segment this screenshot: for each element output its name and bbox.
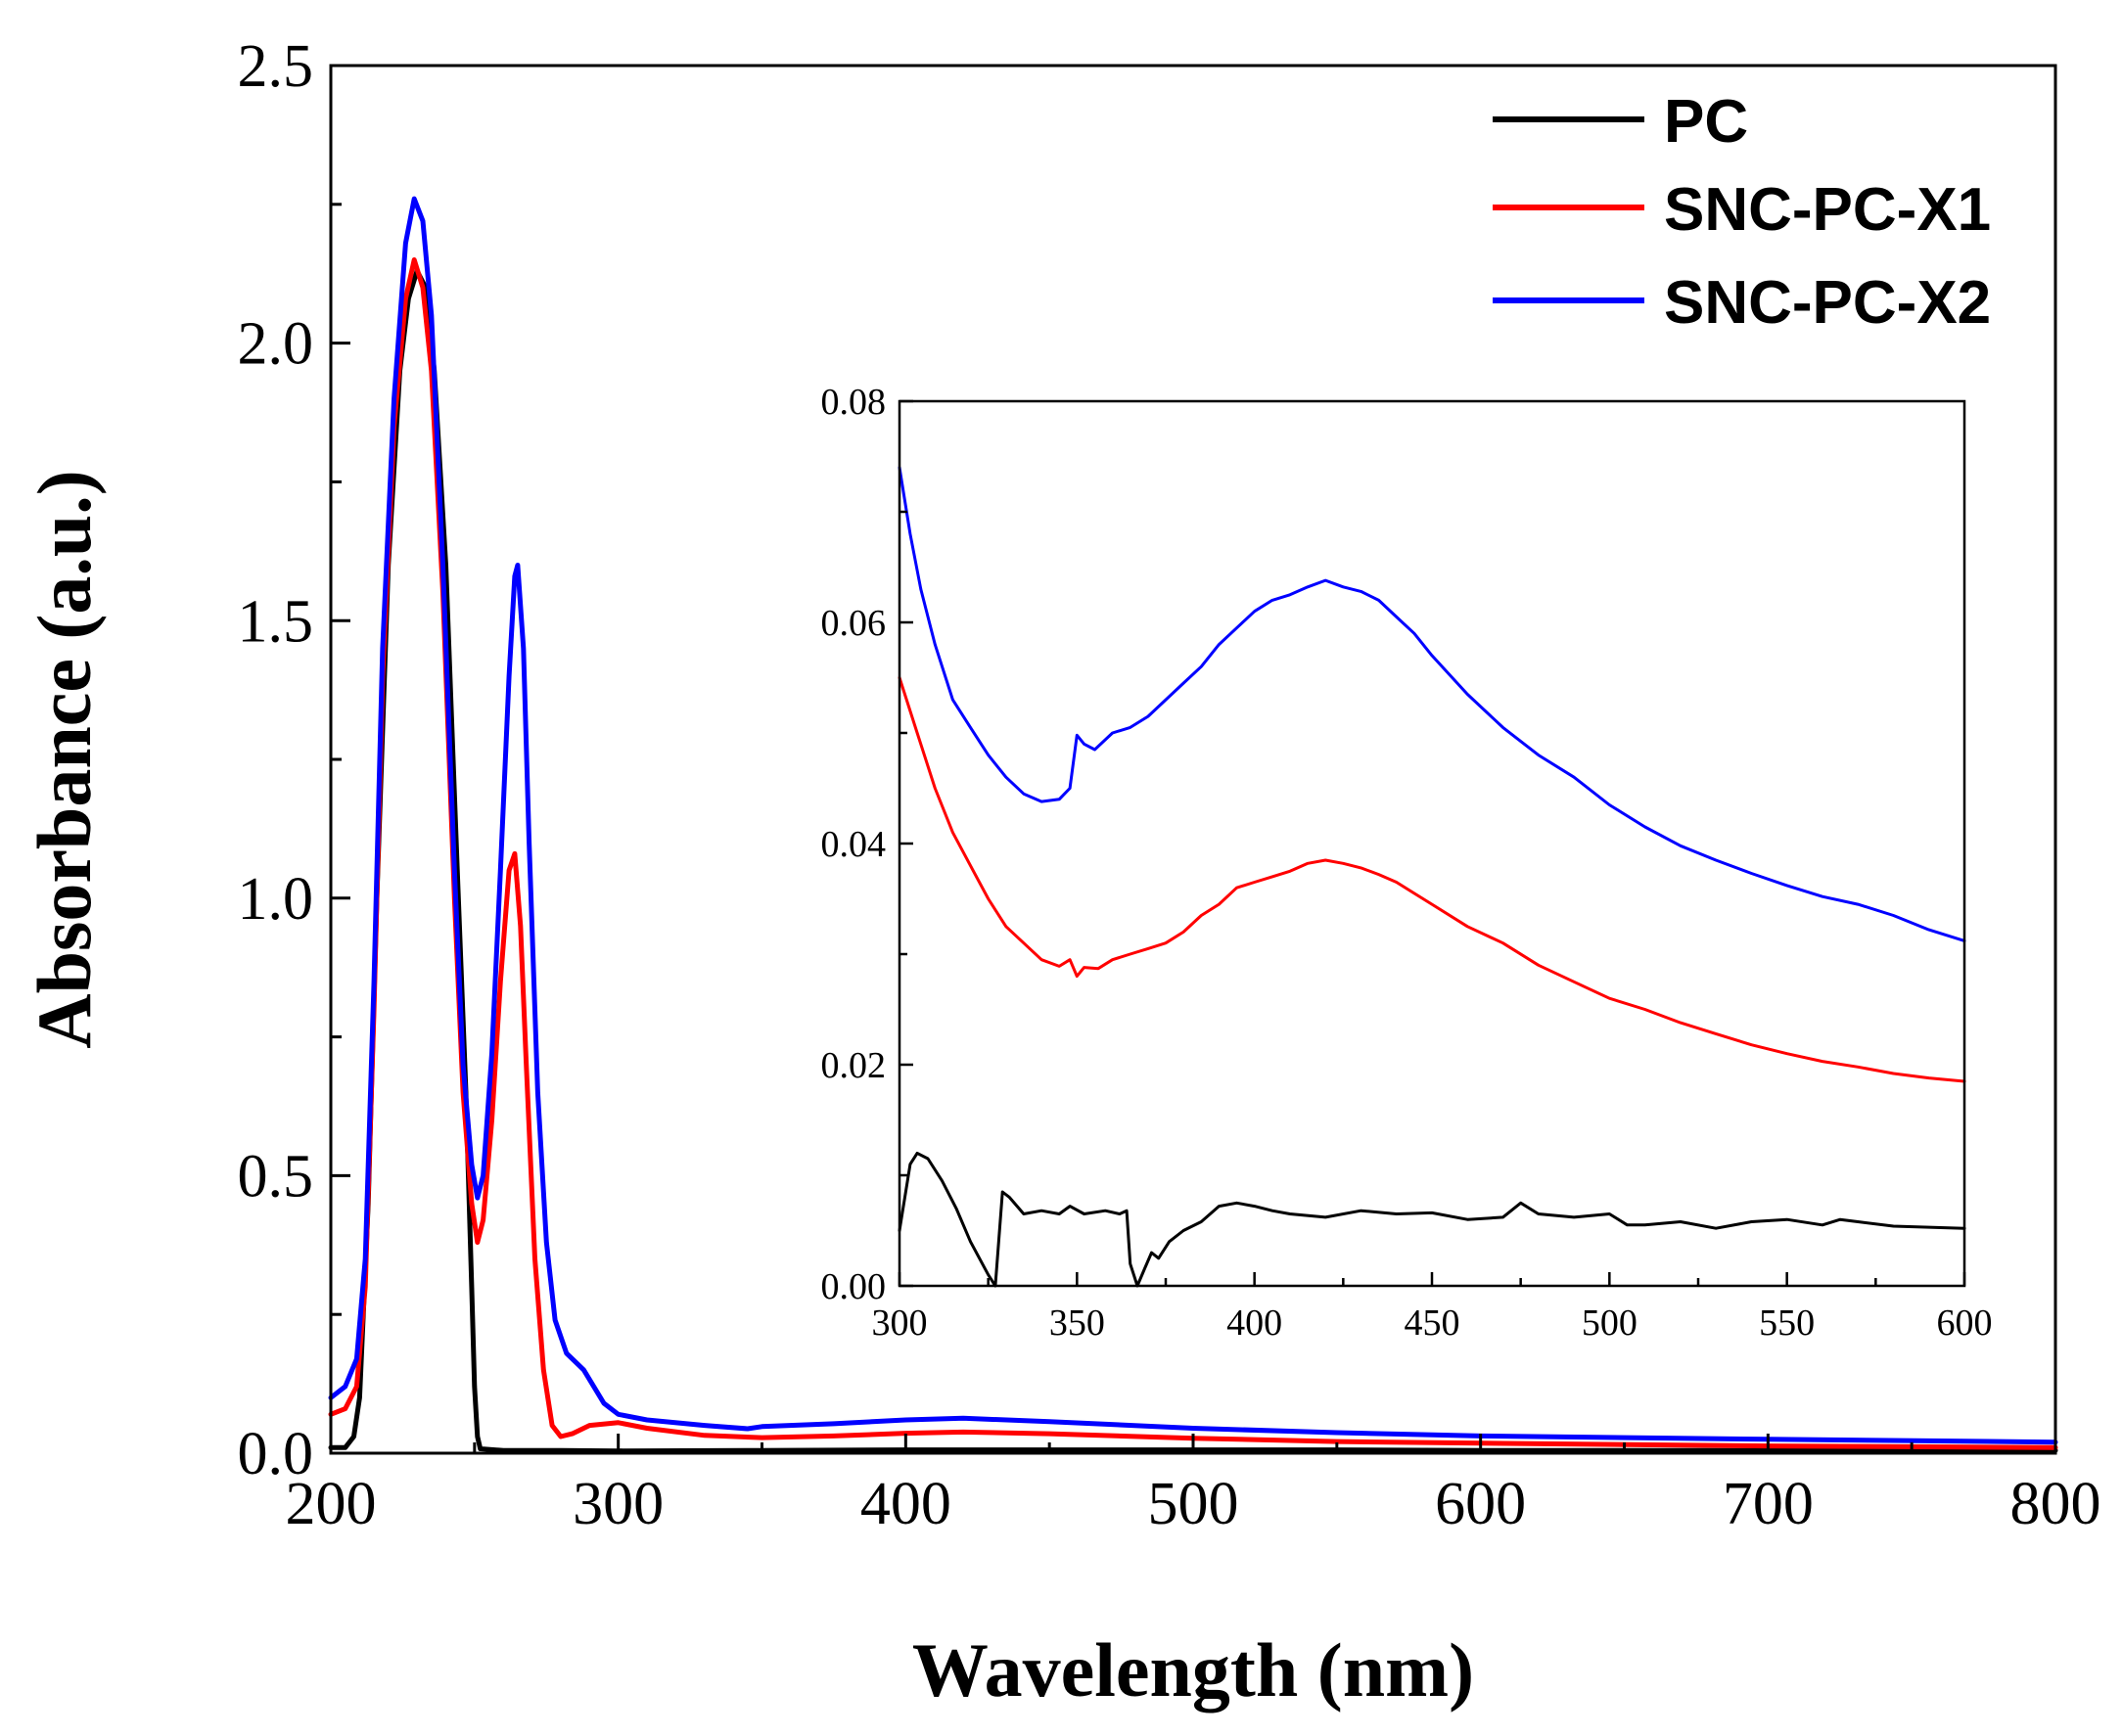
main-ticks: [329, 64, 2057, 1455]
main-x-tick-label: 300: [573, 1471, 664, 1537]
inset-background: [900, 401, 1964, 1286]
main-x-tick-label: 600: [1435, 1471, 1526, 1537]
inset-x-tick-label: 400: [1226, 1302, 1282, 1344]
legend-label-pc: PC: [1664, 88, 1748, 156]
main-x-tick-label: 700: [1723, 1471, 1814, 1537]
main-series-snc-pc-x1: [328, 257, 2058, 1450]
inset-plot: 300 350 400 450 500 550 600 0.000.020.040.060.…: [821, 382, 1993, 1344]
main-x-tick-label: 200: [286, 1471, 377, 1537]
inset-y-tick-label: 0.08: [821, 382, 887, 423]
inset-y-tick-label: 0.04: [821, 824, 887, 865]
main-x-tick-labels: 200 300 400 500 600 700 800: [286, 1471, 2101, 1537]
main-y-tick-label: 1.0: [238, 866, 314, 933]
y-axis-title: Absorbance (a.u.): [22, 470, 107, 1049]
inset-x-tick-label: 600: [1937, 1302, 1993, 1344]
main-plot: 200 300 400 500 600 700 800 0.0 0.5 1.0 1.5 2.0 2.5…: [22, 33, 2101, 1713]
inset-curves: [898, 466, 1966, 1288]
main-y-tick-labels: 0.0 0.5 1.0 1.5 2.0 2.5: [238, 33, 314, 1487]
main-x-tick-label: 500: [1148, 1471, 1239, 1537]
inset-x-tick-label: 500: [1582, 1302, 1638, 1344]
inset-x-tick-label: 550: [1759, 1302, 1815, 1344]
main-series-snc-pc-x2: [328, 196, 2058, 1445]
inset-y-tick-label: 0.00: [821, 1266, 887, 1307]
inset-series-snc-pc-x1: [898, 676, 1966, 1083]
main-x-tick-label: 400: [860, 1471, 951, 1537]
inset-series-pc: [898, 1151, 1966, 1288]
main-y-tick-label: 0.5: [238, 1143, 314, 1210]
x-axis-title: Wavelength (nm): [912, 1627, 1474, 1713]
main-x-tick-label: 800: [2010, 1471, 2101, 1537]
inset-x-tick-label: 450: [1405, 1302, 1460, 1344]
inset-x-tick-label: 350: [1049, 1302, 1105, 1344]
inset-ticks: [898, 399, 1966, 1288]
inset-x-tick-labels: 300 350 400 450 500 550 600: [872, 1302, 1993, 1344]
main-y-tick-label: 1.5: [238, 588, 314, 655]
inset-y-tick-labels: 0.00 0.02 0.04 0.06 0.08: [821, 382, 887, 1307]
legend: PC SNC-PC-X1 SNC-PC-X2: [1493, 88, 1991, 337]
main-y-tick-label: 2.0: [238, 311, 314, 378]
legend-label-snc-pc-x1: SNC-PC-X1: [1664, 176, 1991, 244]
main-curves: [328, 196, 2058, 1454]
inset-y-tick-label: 0.06: [821, 603, 887, 644]
main-y-tick-label: 2.5: [238, 33, 314, 100]
inset-series-snc-pc-x2: [898, 466, 1966, 942]
inset-x-tick-label: 300: [872, 1302, 928, 1344]
main-y-tick-label: 0.0: [238, 1421, 314, 1487]
inset-y-tick-label: 0.02: [821, 1045, 887, 1086]
legend-label-snc-pc-x2: SNC-PC-X2: [1664, 269, 1991, 337]
